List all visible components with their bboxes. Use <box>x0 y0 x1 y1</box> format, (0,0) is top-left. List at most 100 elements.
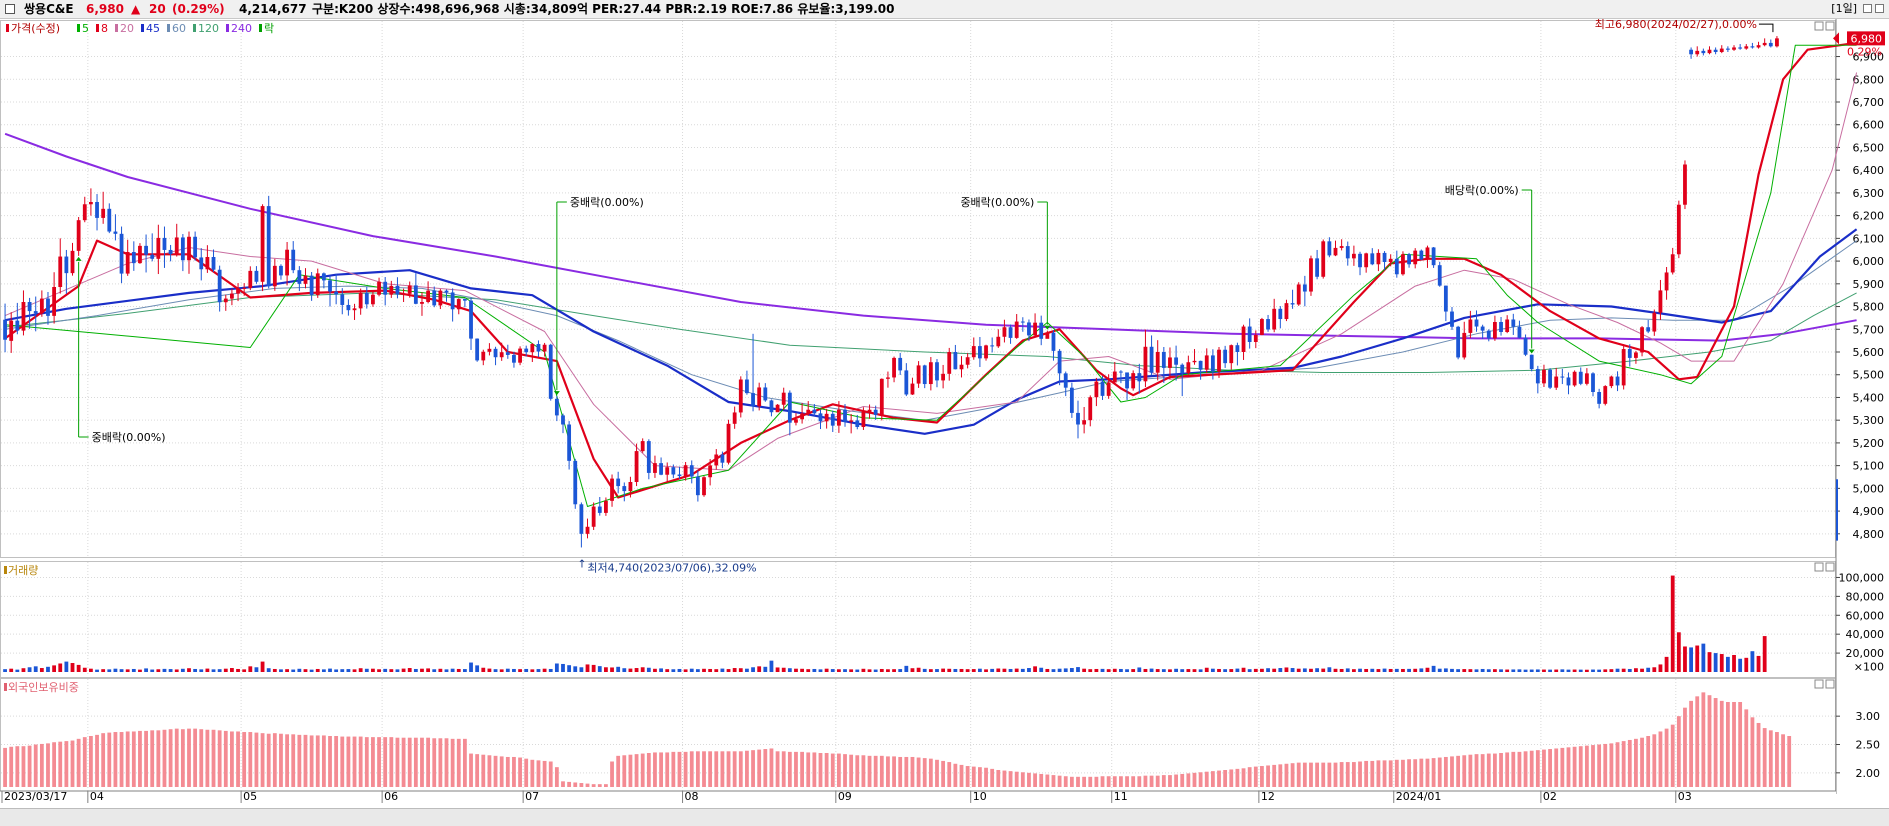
foreign-bar <box>1174 774 1178 787</box>
ma240-line <box>4 132 1857 342</box>
candle <box>886 377 890 379</box>
legend-swatch <box>77 24 80 32</box>
legend-label: 240 <box>231 22 252 35</box>
foreign-bar <box>1088 776 1093 787</box>
candle <box>119 233 124 274</box>
volume-bar <box>1082 668 1087 672</box>
foreign-bar <box>714 751 719 787</box>
foreign-bar <box>21 746 26 787</box>
volume-bar <box>1413 668 1418 672</box>
foreign-bar <box>1658 731 1663 787</box>
volume-bar <box>1425 667 1430 672</box>
volume-bar <box>1486 669 1491 672</box>
foreign-bar <box>726 751 731 787</box>
volume-bar <box>1204 667 1209 672</box>
candle <box>328 280 332 292</box>
volume-bar <box>604 667 608 672</box>
volume-bar <box>892 669 896 672</box>
stock-chart[interactable]: 4,800 4,900 5,000 5,100 5,200 5,300 5,400 5,500… <box>0 19 1889 808</box>
volume-bar <box>702 668 706 672</box>
volume-bar <box>1640 668 1644 672</box>
close-icon[interactable] <box>1875 4 1884 13</box>
volume-bar <box>843 669 847 672</box>
foreign-bar <box>1143 775 1148 787</box>
candle <box>1658 290 1663 313</box>
volume-bar <box>1339 668 1344 672</box>
volume-bar <box>1431 665 1436 672</box>
stock-name[interactable]: 쌍용C&E <box>24 2 74 16</box>
foreign-bar <box>530 759 535 787</box>
volume-bar <box>732 668 737 672</box>
foreign-bar <box>1094 776 1099 787</box>
volume-bar <box>628 668 633 672</box>
foreign-bar <box>916 757 921 787</box>
foreign-bar <box>1443 756 1448 787</box>
volume-bar <box>1615 668 1620 672</box>
legend-swatch <box>115 24 118 32</box>
volume-bar <box>665 669 670 672</box>
volume-bar <box>1762 636 1767 672</box>
volume-bar <box>849 669 854 672</box>
price-tick-label: 6,900 <box>1853 51 1885 64</box>
foreign-bar <box>1119 776 1123 787</box>
volume-bar <box>622 668 627 672</box>
candle <box>1707 49 1712 54</box>
max-arrow-icon <box>1758 23 1774 33</box>
foreign-bar <box>1155 775 1160 787</box>
candle <box>272 265 277 287</box>
candle <box>1204 355 1209 370</box>
scroll-bar[interactable] <box>0 808 1889 826</box>
foreign-bar <box>254 732 259 787</box>
foreign-bar <box>634 754 639 787</box>
candle <box>1137 373 1142 382</box>
candle <box>1302 284 1307 292</box>
x-axis-strip <box>0 791 1836 808</box>
volume-bar <box>285 669 289 672</box>
candle <box>1437 265 1442 286</box>
volume-bar <box>1652 667 1657 672</box>
select-checkbox[interactable] <box>5 4 15 14</box>
volume-bar <box>1468 669 1473 672</box>
volume-bar <box>928 669 933 672</box>
volume-bar <box>254 667 259 672</box>
volume-bar <box>1388 668 1393 672</box>
period-selector[interactable]: [1일] <box>1829 1 1859 17</box>
candle <box>180 237 185 261</box>
candle <box>1486 330 1491 339</box>
volume-bar <box>1260 668 1264 672</box>
candle <box>9 320 14 341</box>
foreign-bar <box>775 751 780 787</box>
candle <box>1480 326 1485 331</box>
candle <box>1094 381 1099 398</box>
candle <box>1076 412 1080 425</box>
volume-bar <box>334 669 339 672</box>
volume-bar <box>806 669 811 672</box>
price-tick-label: 6,400 <box>1853 164 1885 177</box>
volume-bar <box>708 668 713 672</box>
volume-bar <box>1333 668 1338 672</box>
volume-bar <box>481 667 486 672</box>
volume-bar <box>156 669 161 672</box>
volume-bar <box>1419 668 1424 672</box>
volume-bar <box>1578 669 1583 672</box>
minimize-icon[interactable] <box>1863 4 1872 13</box>
candle <box>1499 322 1503 332</box>
foreign-bar <box>1278 764 1283 787</box>
candle <box>187 236 191 261</box>
ma120-line <box>5 292 1857 373</box>
candle <box>634 451 639 482</box>
candle <box>1725 48 1730 50</box>
candle <box>248 270 253 288</box>
foreign-bar <box>1781 734 1785 787</box>
foreign-bar <box>898 756 903 787</box>
foreign-bar <box>321 735 326 787</box>
foreign-bar <box>371 737 375 787</box>
candle <box>1646 327 1651 332</box>
foreign-bar <box>1388 760 1393 787</box>
volume-bar <box>1002 668 1007 672</box>
candle <box>1008 327 1013 338</box>
volume-bar <box>751 667 755 672</box>
foreign-bar <box>849 754 854 787</box>
foreign-bar <box>628 754 633 787</box>
foreign-bar <box>358 736 363 787</box>
